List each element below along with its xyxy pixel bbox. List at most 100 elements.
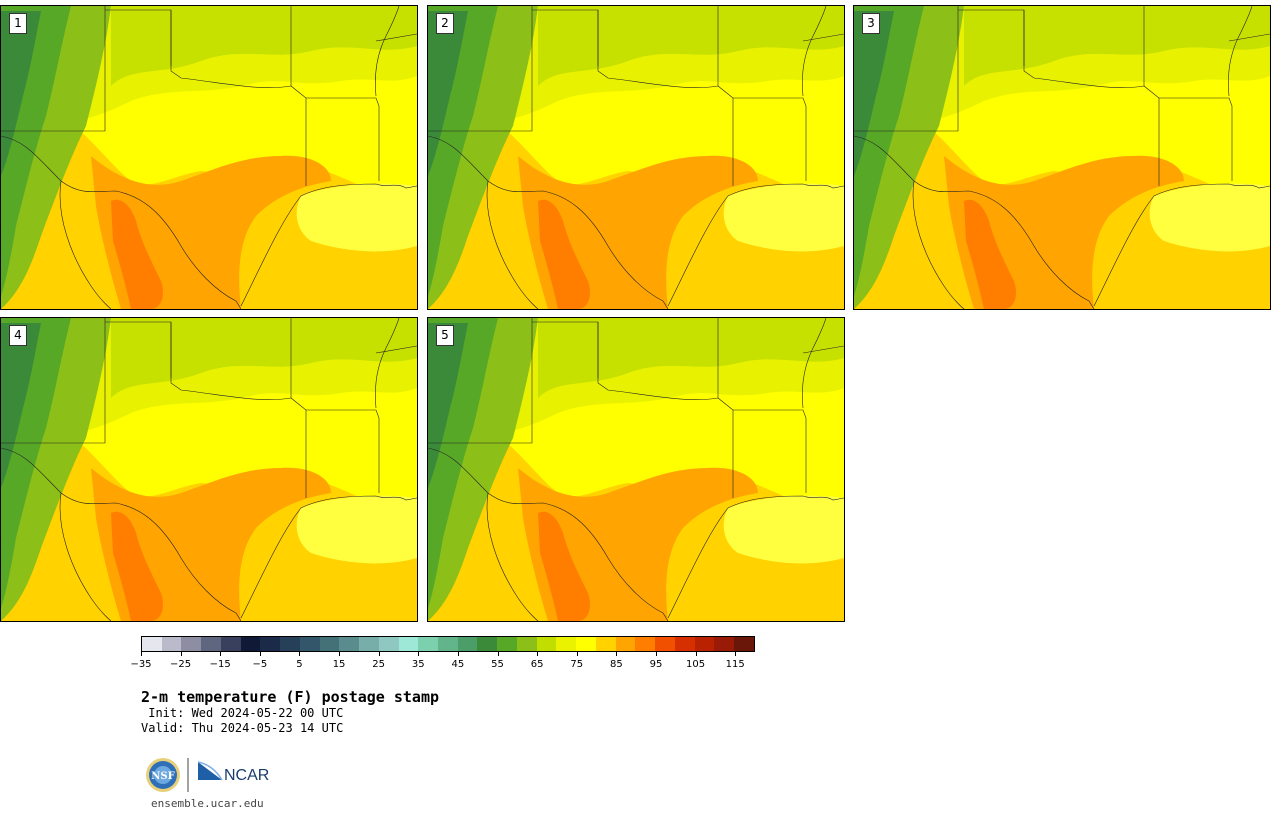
borders (1, 318, 417, 621)
colorbar-tick-label: 115 (725, 659, 745, 670)
colorbar-segment (142, 637, 162, 651)
colorbar-segment (240, 637, 261, 651)
colorbar-tick (259, 652, 261, 656)
north-green-zone (111, 318, 417, 398)
colorbar-segment (457, 637, 478, 651)
colorbar-segment (635, 637, 656, 651)
panel-number: 4 (9, 325, 27, 346)
colorbar-segment (339, 637, 360, 651)
colorbar-segment (418, 637, 439, 651)
temperature-map (854, 6, 1270, 309)
borders (428, 6, 844, 309)
colorbar-segment (398, 637, 419, 651)
colorbar-segment (477, 637, 498, 651)
colorbar-tick-label: 35 (411, 659, 425, 670)
hottest-zone (538, 511, 590, 621)
gulf-zone (296, 495, 417, 564)
colorbar-segment (378, 637, 399, 651)
nsf-logo-text: NSF (151, 771, 174, 782)
colorbar-segment (359, 637, 379, 651)
colorbar-tick (655, 652, 657, 656)
colorbar-tick (378, 652, 380, 656)
gulf-zone (1149, 183, 1270, 252)
mountain-zone-inner (428, 11, 468, 176)
init-time: Init: Wed 2024-05-22 00 UTC (141, 706, 344, 720)
colorbar-segment (201, 637, 221, 651)
colorbar-tick (497, 652, 499, 656)
colorbar-tick (616, 652, 618, 656)
ncar-logo-text: NCAR (224, 767, 269, 784)
figure-title: 2-m temperature (F) postage stamp (141, 688, 440, 706)
temperature-map (1, 6, 417, 309)
member-panel-3: 3 (853, 5, 1271, 310)
colorbar-tick-label: 15 (332, 659, 346, 670)
member-panel-4: 4 (0, 317, 418, 622)
colorbar-tick (180, 652, 182, 656)
colorbar-segment (438, 637, 458, 651)
colorbar-tick (141, 652, 142, 656)
mountain-zone-inner (854, 11, 894, 176)
colorbar-segment (319, 637, 340, 651)
colorbar-tick-label: 25 (372, 659, 386, 670)
colorbar-tick (576, 652, 578, 656)
colorbar (141, 636, 755, 652)
nsf-logo: NSF (146, 758, 180, 792)
colorbar-tick (695, 652, 697, 656)
colorbar-tick-label: −35 (130, 659, 152, 670)
map-holder (854, 6, 1270, 309)
north-green-zone (964, 6, 1270, 86)
colorbar-segment (299, 637, 320, 651)
temperature-map (428, 318, 844, 621)
member-panel-2: 2 (427, 5, 845, 310)
logo-svg: NSF NCAR (146, 758, 269, 792)
colorbar-tick (537, 652, 539, 656)
colorbar-segment (595, 637, 616, 651)
colorbar-segment (694, 637, 715, 651)
colorbar-tick (457, 652, 459, 656)
colorbar-segment (181, 637, 202, 651)
borders (854, 6, 1270, 309)
gulf-zone (296, 183, 417, 252)
map-holder (1, 6, 417, 309)
colorbar-tick (220, 652, 222, 656)
panel-number: 3 (862, 13, 880, 34)
colorbar-tick (735, 652, 737, 656)
colorbar-segment (734, 637, 754, 651)
map-holder (428, 6, 844, 309)
colorbar-segment (260, 637, 281, 651)
website-link[interactable]: ensemble.ucar.edu (151, 797, 264, 810)
map-holder (428, 318, 844, 621)
colorbar-segment (516, 637, 537, 651)
colorbar-segment (536, 637, 557, 651)
panel-number: 5 (436, 325, 454, 346)
north-green-zone (111, 6, 417, 86)
colorbar-tick-label: 85 (609, 659, 623, 670)
colorbar-tick-label: 45 (451, 659, 465, 670)
hottest-zone (964, 199, 1016, 309)
mountain-zone-inner (428, 323, 468, 488)
colorbar-tick-label: 65 (530, 659, 544, 670)
ncar-logo: NCAR (197, 761, 269, 784)
colorbar-segment (714, 637, 735, 651)
colorbar-tick (299, 652, 301, 656)
temperature-map (428, 6, 844, 309)
hottest-zone (111, 511, 163, 621)
gulf-zone (723, 495, 844, 564)
logos: NSF NCAR (144, 756, 274, 794)
member-panel-5: 5 (427, 317, 845, 622)
colorbar-segment (161, 637, 182, 651)
mountain-zone-inner (1, 11, 41, 176)
colorbar-segment (576, 637, 596, 651)
colorbar-tick-label: 75 (570, 659, 584, 670)
temperature-map (1, 318, 417, 621)
gulf-zone (723, 183, 844, 252)
valid-time: Valid: Thu 2024-05-23 14 UTC (141, 721, 344, 735)
colorbar-segment (497, 637, 517, 651)
colorbar-tick-label: −25 (170, 659, 192, 670)
north-green-zone (538, 318, 844, 398)
colorbar-segment (220, 637, 241, 651)
borders (428, 318, 844, 621)
north-green-zone (538, 6, 844, 86)
mountain-zone-inner (1, 323, 41, 488)
colorbar-segment (556, 637, 577, 651)
